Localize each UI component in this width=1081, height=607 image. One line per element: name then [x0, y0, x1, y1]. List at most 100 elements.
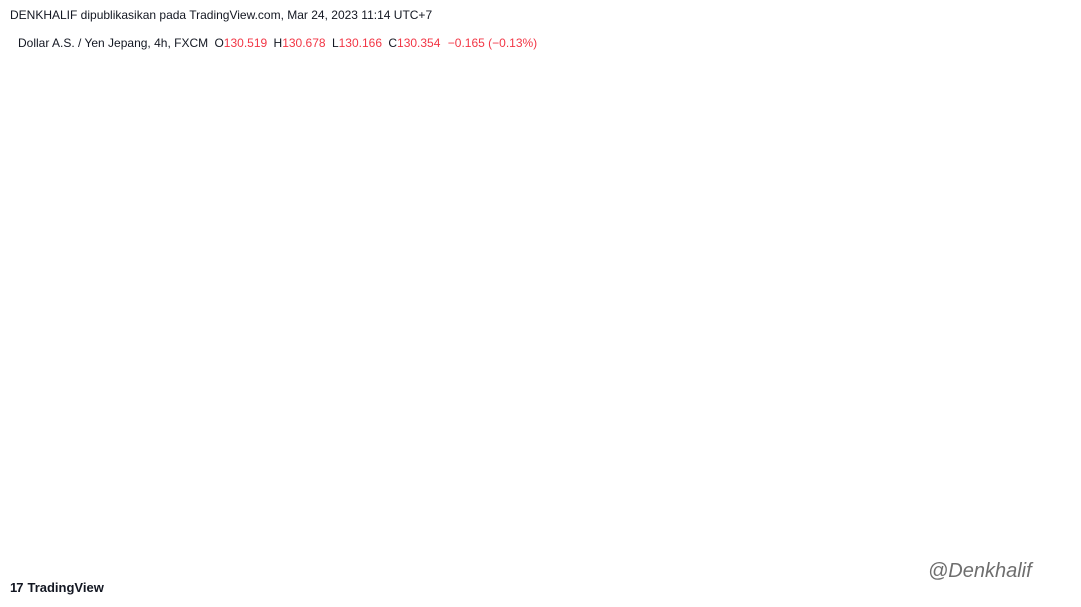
candle-body[interactable]: [617, 232, 623, 277]
candle-body[interactable]: [335, 132, 341, 155]
candle-body[interactable]: [235, 154, 241, 168]
candle-body[interactable]: [584, 250, 590, 264]
candle-body[interactable]: [185, 215, 191, 225]
candle-body[interactable]: [484, 162, 490, 168]
candle-body[interactable]: [758, 377, 764, 391]
candle-body[interactable]: [111, 246, 117, 260]
candle-body[interactable]: [210, 224, 216, 242]
candle-body[interactable]: [609, 224, 615, 233]
price-label-support[interactable]: [1008, 391, 1064, 408]
candle-body[interactable]: [127, 241, 133, 251]
candle-body[interactable]: [94, 228, 100, 251]
candle-body[interactable]: [625, 276, 631, 312]
candle-body[interactable]: [426, 119, 432, 137]
candle-body[interactable]: [683, 294, 689, 312]
candle-body[interactable]: [252, 158, 258, 172]
candle-body[interactable]: [343, 132, 349, 146]
candle-body[interactable]: [152, 215, 158, 220]
candle-body[interactable]: [766, 377, 772, 391]
candle-body[interactable]: [775, 333, 781, 378]
candle-body[interactable]: [716, 320, 722, 365]
candle-body[interactable]: [53, 254, 58, 268]
candle-body[interactable]: [791, 320, 797, 330]
candle-body[interactable]: [567, 294, 573, 321]
candle-body[interactable]: [451, 105, 457, 124]
candle-body[interactable]: [28, 250, 34, 282]
price-label-entry[interactable]: [1008, 382, 1064, 399]
candle-body[interactable]: [509, 140, 515, 150]
candle-body[interactable]: [833, 307, 839, 321]
candle-body[interactable]: [858, 364, 863, 391]
candle-body[interactable]: [177, 215, 183, 220]
take-profit-zone[interactable]: [899, 390, 975, 463]
candle-body[interactable]: [160, 219, 166, 233]
candle-body[interactable]: [61, 254, 67, 264]
candle-body[interactable]: [360, 162, 366, 172]
candle-body[interactable]: [19, 281, 25, 299]
candle-body[interactable]: [144, 215, 150, 225]
candle-body[interactable]: [418, 136, 424, 181]
candle-body[interactable]: [849, 324, 855, 365]
candle-body[interactable]: [816, 311, 822, 330]
candle-body[interactable]: [575, 263, 581, 295]
candle-body[interactable]: [310, 175, 316, 181]
channel-upper-line[interactable]: [479, 67, 1001, 401]
channel-lower-line[interactable]: [317, 176, 1001, 538]
candle-body[interactable]: [492, 162, 498, 172]
candle-body[interactable]: [650, 298, 656, 330]
price-label-stop[interactable]: [1008, 350, 1064, 367]
candle-body[interactable]: [808, 316, 814, 330]
candle-body[interactable]: [866, 390, 872, 395]
candle-body[interactable]: [750, 364, 756, 378]
price-label-last[interactable]: [1008, 410, 1064, 441]
candle-body[interactable]: [467, 127, 473, 141]
candle-body[interactable]: [326, 154, 332, 163]
candle-body[interactable]: [824, 311, 830, 321]
candle-body[interactable]: [658, 281, 664, 330]
candle-body[interactable]: [517, 140, 523, 155]
candle-body[interactable]: [799, 316, 805, 321]
candle-body[interactable]: [86, 219, 92, 229]
candle-body[interactable]: [169, 219, 175, 233]
candle-body[interactable]: [260, 162, 266, 172]
candle-body[interactable]: [741, 364, 747, 382]
candle-body[interactable]: [526, 154, 532, 212]
candle-body[interactable]: [642, 285, 648, 299]
candle-body[interactable]: [218, 206, 224, 242]
candle-body[interactable]: [434, 92, 440, 120]
candle-body[interactable]: [301, 158, 307, 181]
candle-body[interactable]: [559, 311, 565, 321]
candle-body[interactable]: [351, 145, 357, 172]
candle-body[interactable]: [542, 246, 548, 268]
candle-body[interactable]: [44, 263, 50, 268]
candle-body[interactable]: [633, 285, 639, 312]
candle-body[interactable]: [899, 411, 905, 419]
candle-body[interactable]: [384, 171, 390, 185]
candle-body[interactable]: [708, 346, 714, 365]
candle-body[interactable]: [675, 272, 681, 295]
candle-body[interactable]: [11, 298, 17, 317]
candle-body[interactable]: [501, 149, 507, 172]
candle-body[interactable]: [409, 171, 415, 181]
candle-body[interactable]: [194, 202, 200, 225]
candle-body[interactable]: [476, 140, 482, 168]
price-label-target[interactable]: [1008, 454, 1064, 471]
candle-body[interactable]: [692, 311, 698, 325]
candle-body[interactable]: [874, 377, 880, 395]
candle-body[interactable]: [277, 136, 283, 163]
candle-body[interactable]: [69, 241, 75, 264]
candle-body[interactable]: [135, 224, 141, 251]
candle-body[interactable]: [368, 162, 374, 176]
candle-body[interactable]: [119, 241, 125, 260]
candle-body[interactable]: [401, 171, 407, 176]
candle-body[interactable]: [443, 92, 449, 106]
candle-body[interactable]: [700, 324, 706, 347]
candle-body[interactable]: [550, 267, 556, 312]
us-flag-icon[interactable]: [899, 520, 919, 540]
candle-body[interactable]: [243, 158, 249, 168]
candle-body[interactable]: [733, 342, 739, 382]
candle-body[interactable]: [77, 219, 83, 242]
candle-body[interactable]: [36, 250, 42, 264]
candle-body[interactable]: [202, 202, 208, 225]
candle-body[interactable]: [667, 272, 673, 282]
